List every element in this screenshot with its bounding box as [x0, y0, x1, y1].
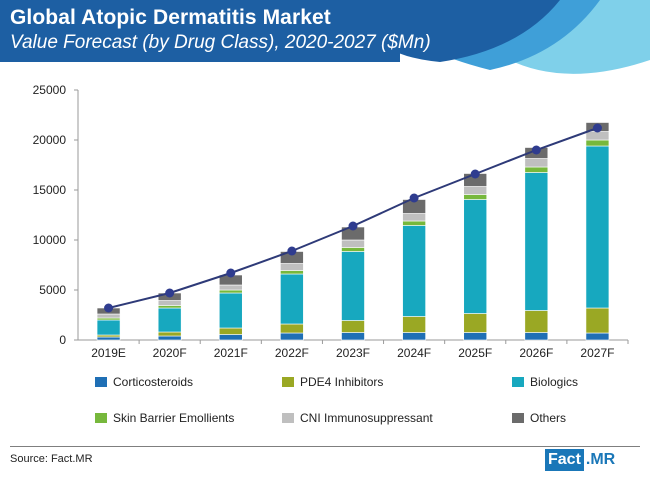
bar-segment	[341, 320, 365, 333]
legend-swatch	[95, 413, 107, 423]
bar-segment	[218, 292, 243, 329]
trend-marker	[165, 288, 175, 298]
x-tick-label: 2019E	[91, 346, 126, 360]
legend-swatch	[512, 377, 524, 387]
y-tick-label: 5000	[39, 283, 66, 297]
bar-segment	[96, 336, 121, 341]
bar-segment	[402, 332, 426, 341]
legend-swatch	[512, 413, 524, 423]
x-tick-label: 2023F	[336, 346, 370, 360]
legend-label: Biologics	[530, 375, 579, 389]
y-tick-label: 15000	[33, 183, 67, 197]
stacked-bar-chart: 0 5000 10000 15000 20000 25000 2019E 2020F 2021F…	[33, 83, 629, 360]
bar-segment	[280, 323, 304, 334]
legend-swatch	[95, 377, 107, 387]
x-tick-label: 2025F	[458, 346, 492, 360]
bar-segment	[463, 313, 488, 333]
bar-segment	[218, 284, 243, 291]
bar-segment	[341, 239, 365, 248]
trend-marker	[226, 268, 236, 278]
bar-segment	[157, 307, 182, 333]
factmr-logo: Fact .MR	[545, 449, 617, 471]
trend-marker	[470, 169, 480, 179]
x-tick-label: 2020F	[153, 346, 187, 360]
bar-segment	[341, 332, 365, 341]
x-tick-label: 2021F	[214, 346, 248, 360]
bar-segment	[463, 199, 488, 314]
x-tick-label: 2022F	[275, 346, 309, 360]
x-tick-label: 2024F	[397, 346, 431, 360]
bar-segment	[280, 263, 304, 271]
legend-item-skin-barrier-emollients: Skin Barrier Emollients	[95, 411, 234, 425]
bar-segment	[402, 316, 426, 333]
bar-segment	[218, 289, 243, 294]
source-note: Source: Fact.MR	[10, 453, 93, 465]
bar-segment	[402, 220, 426, 226]
chart-legend: Corticosteroids PDE4 Inhibitors Biologic…	[0, 368, 650, 438]
legend-item-cni-immunosuppressant: CNI Immunosuppressant	[282, 411, 433, 425]
bar-segment	[157, 335, 182, 341]
bar-segment	[157, 300, 182, 306]
trend-marker	[348, 221, 358, 231]
bar-segment	[585, 145, 610, 309]
bar-segment	[218, 327, 243, 335]
bar-segment	[524, 158, 549, 168]
bar-segment	[585, 139, 610, 147]
trend-marker	[592, 123, 602, 133]
header-background	[0, 0, 650, 74]
page-title: Global Atopic Dermatitis Market	[10, 6, 331, 29]
bar-segment	[585, 332, 610, 341]
trend-marker	[531, 145, 541, 155]
legend-item-others: Others	[512, 411, 566, 425]
legend-swatch	[282, 413, 294, 423]
bar-segment	[157, 331, 182, 337]
bar-segment	[280, 332, 304, 341]
bar-segment	[157, 305, 182, 309]
bar-segment	[341, 247, 365, 252]
bar-segment	[585, 131, 610, 141]
trend-marker	[104, 303, 114, 313]
y-tick-label: 10000	[33, 233, 67, 247]
bar-segment	[96, 313, 121, 319]
y-tick-label: 25000	[33, 83, 67, 97]
bar-segment	[524, 310, 549, 333]
legend-label: Skin Barrier Emollients	[113, 411, 235, 425]
bar-segment	[402, 225, 426, 317]
logo-fact: Fact	[545, 449, 584, 471]
legend-label: Corticosteroids	[113, 375, 194, 389]
bar-segment	[96, 319, 121, 336]
bar-segment	[280, 273, 304, 325]
header-banner: Global Atopic Dermatitis Market Value Fo…	[0, 0, 650, 75]
bar-segment	[402, 213, 426, 222]
bar-segment	[524, 172, 549, 311]
bar-segment	[463, 332, 488, 341]
legend-item-biologics: Biologics	[512, 375, 578, 389]
bar-segment	[463, 194, 488, 200]
legend-label: CNI Immunosuppressant	[300, 411, 433, 425]
legend-item-corticosteroids: Corticosteroids	[95, 375, 193, 389]
trend-marker	[287, 246, 297, 256]
bar-segment	[341, 251, 365, 321]
logo-mr: .MR	[585, 451, 616, 468]
bar-segment	[585, 307, 610, 334]
bar-segment	[463, 186, 488, 195]
legend-label: PDE4 Inhibitors	[300, 375, 384, 389]
y-tick-label: 0	[59, 333, 66, 347]
legend-item-pde4-inhibitors: PDE4 Inhibitors	[282, 375, 383, 389]
bar-segment	[524, 332, 549, 341]
bar-segment	[524, 166, 549, 173]
trend-marker	[409, 193, 419, 203]
x-tick-label: 2026F	[519, 346, 553, 360]
legend-label: Others	[530, 411, 567, 425]
x-tick-label: 2027F	[580, 346, 614, 360]
page-subtitle: Value Forecast (by Drug Class), 2020-202…	[10, 32, 431, 53]
legend-swatch	[282, 377, 294, 387]
y-tick-label: 20000	[33, 133, 67, 147]
bar-segment	[280, 270, 304, 275]
bar-segment	[218, 334, 243, 341]
footer-divider	[10, 446, 640, 447]
